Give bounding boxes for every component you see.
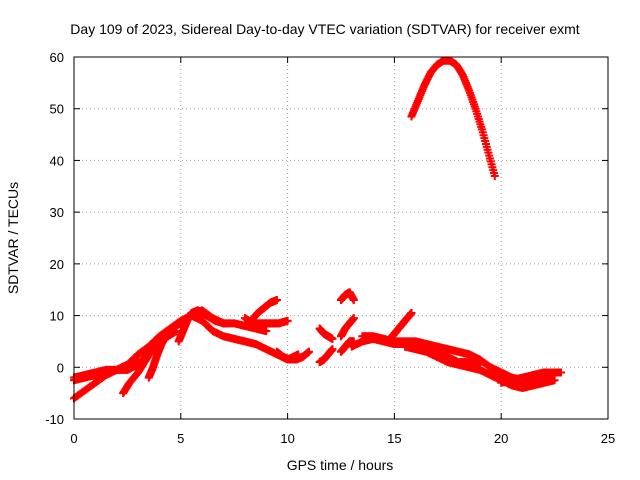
series-arc-m [337,314,358,341]
series-arc-k [315,324,337,343]
data-point [557,368,566,377]
data-point [283,316,292,325]
x-axis-title: GPS time / hours [287,457,394,473]
y-tick-label: -10 [45,412,64,427]
x-tick-label: 25 [601,431,615,446]
data-point [328,345,337,354]
data-point [328,334,337,343]
grid [74,57,608,419]
data-point [349,314,358,323]
series-arc-c [70,358,143,382]
y-tick-label: 50 [50,102,64,117]
series-arc-h [240,314,292,328]
data-point [304,347,313,356]
x-tick-label: 0 [70,431,77,446]
chart-title: Day 109 of 2023, Sidereal Day-to-day VTE… [70,21,579,37]
data-point [161,332,170,341]
y-tick-label: 60 [50,50,64,65]
x-tick-label: 20 [494,431,508,446]
y-tick-label: 0 [57,360,64,375]
data-point [407,308,416,317]
series-arc-t [407,56,499,180]
data-point [219,319,228,328]
series-arc-q [386,308,416,343]
data-point [490,171,499,180]
x-axis: 0 5 10 15 20 25 [70,57,615,446]
series-arc-b [70,306,271,403]
data-points [70,56,566,403]
y-tick-label: 40 [50,153,64,168]
x-tick-label: 5 [177,431,184,446]
series-arc-n [337,288,358,305]
data-point [272,296,281,305]
series-arc-j [315,345,337,367]
y-tick-label: 30 [50,205,64,220]
x-tick-label: 10 [280,431,294,446]
x-tick-label: 15 [387,431,401,446]
series-arc-e [144,332,170,382]
data-point [262,327,271,336]
data-point [550,376,559,385]
series-arc-i [272,347,313,364]
series-arc-s [497,368,566,387]
data-point [349,296,358,305]
plot-frame [73,56,609,420]
y-tick-label: 20 [50,257,64,272]
series-arc-g [240,296,281,330]
y-tick-label: 10 [50,309,64,324]
y-axis: -10 0 10 20 30 40 50 60 [45,50,608,427]
y-axis-title: SDTVAR / TECUs [5,182,21,294]
series-arc-f [174,306,228,346]
